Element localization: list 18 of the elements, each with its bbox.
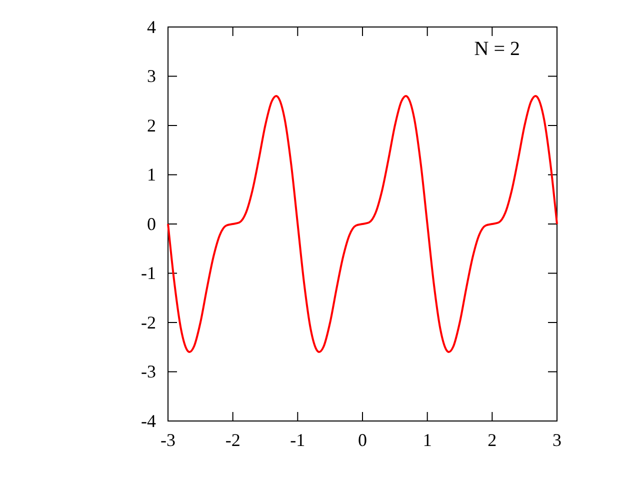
y-tick-label: -2 xyxy=(141,312,156,332)
y-tick-label: 1 xyxy=(147,164,156,185)
x-tick-label: 2 xyxy=(488,430,497,450)
y-tick-label: -4 xyxy=(141,410,156,431)
x-tick-label: 3 xyxy=(552,430,562,450)
y-tick-label: 4 xyxy=(147,16,156,37)
y-tick-label: -3 xyxy=(141,362,156,382)
y-tick-label: -1 xyxy=(141,263,156,284)
annotation: N = 2 xyxy=(474,38,520,60)
y-tick-label: 3 xyxy=(147,66,156,86)
x-tick-label: -2 xyxy=(225,430,240,450)
line-series xyxy=(167,94,558,354)
y-tick-label: 0 xyxy=(147,214,156,234)
x-tick-label: -3 xyxy=(160,430,176,450)
y-tick-label: 2 xyxy=(147,115,156,136)
x-tick-label: -1 xyxy=(290,430,306,450)
x-tick-label: 1 xyxy=(422,430,432,450)
x-tick-label: 0 xyxy=(358,430,367,450)
